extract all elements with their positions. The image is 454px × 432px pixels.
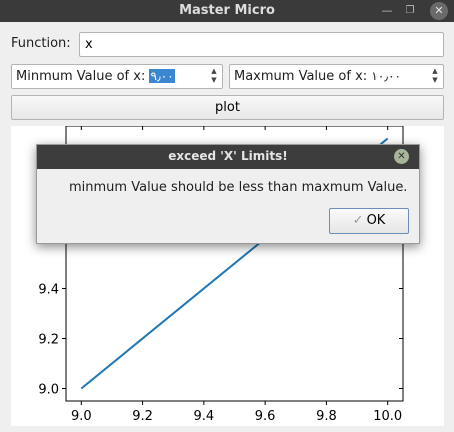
axes-frame bbox=[65, 126, 404, 402]
min-value-spinbox[interactable]: Minmum Value of x: ٩٫٠٠ ▲ ▼ bbox=[11, 64, 223, 89]
window-title: Master Micro bbox=[179, 3, 275, 18]
max-value-text[interactable]: ١٠٫٠٠ bbox=[371, 69, 401, 83]
x-tick-label: 9.0 bbox=[71, 409, 92, 424]
close-icon[interactable]: ✕ bbox=[430, 2, 448, 20]
ok-label: OK bbox=[366, 213, 386, 228]
spin-down-icon[interactable]: ▼ bbox=[211, 76, 217, 84]
check-icon: ✓ bbox=[352, 213, 364, 228]
spin-up-icon[interactable]: ▲ bbox=[432, 67, 438, 75]
y-tick-label: 9.2 bbox=[38, 333, 59, 348]
window-titlebar: Master Micro — ❐ ✕ bbox=[0, 0, 454, 22]
close-icon[interactable]: ✕ bbox=[394, 149, 409, 164]
plot-button[interactable]: plot bbox=[11, 95, 444, 120]
dialog-titlebar: exceed 'X' Limits! ✕ bbox=[37, 145, 419, 169]
ok-button[interactable]: ✓ OK bbox=[329, 208, 409, 234]
minimize-icon[interactable]: — bbox=[381, 4, 393, 17]
error-dialog: exceed 'X' Limits! ✕ minmum Value should… bbox=[36, 144, 420, 244]
min-value-text[interactable]: ٩٫٠٠ bbox=[149, 69, 175, 83]
restore-icon[interactable]: ❐ bbox=[405, 5, 415, 16]
x-tick-label: 9.4 bbox=[194, 409, 215, 424]
x-tick-label: 9.8 bbox=[316, 409, 337, 424]
spin-up-icon[interactable]: ▲ bbox=[211, 67, 217, 75]
x-tick-label: 10.0 bbox=[373, 409, 402, 424]
spin-down-icon[interactable]: ▼ bbox=[432, 76, 438, 84]
max-value-label: Maxmum Value of x: bbox=[234, 69, 372, 84]
max-value-arrows: ▲ ▼ bbox=[429, 67, 441, 86]
max-value-prefix: Maxmum Value of x: ١٠٫٠٠ bbox=[234, 69, 401, 84]
min-value-arrows: ▲ ▼ bbox=[208, 67, 220, 86]
max-value-spinbox[interactable]: Maxmum Value of x: ١٠٫٠٠ ▲ ▼ bbox=[229, 64, 444, 89]
function-label: Function: bbox=[11, 36, 71, 51]
x-tick-label: 9.6 bbox=[255, 409, 276, 424]
y-tick-label: 9.0 bbox=[38, 383, 59, 398]
y-tick-label: 9.4 bbox=[38, 283, 59, 298]
min-value-label: Minmum Value of x: bbox=[16, 69, 150, 84]
x-tick-label: 9.2 bbox=[132, 409, 153, 424]
min-value-prefix: Minmum Value of x: ٩٫٠٠ bbox=[16, 69, 175, 84]
dialog-message: minmum Value should be less than maxmum … bbox=[69, 180, 408, 195]
dialog-title: exceed 'X' Limits! bbox=[168, 149, 288, 163]
function-input[interactable] bbox=[79, 32, 444, 57]
